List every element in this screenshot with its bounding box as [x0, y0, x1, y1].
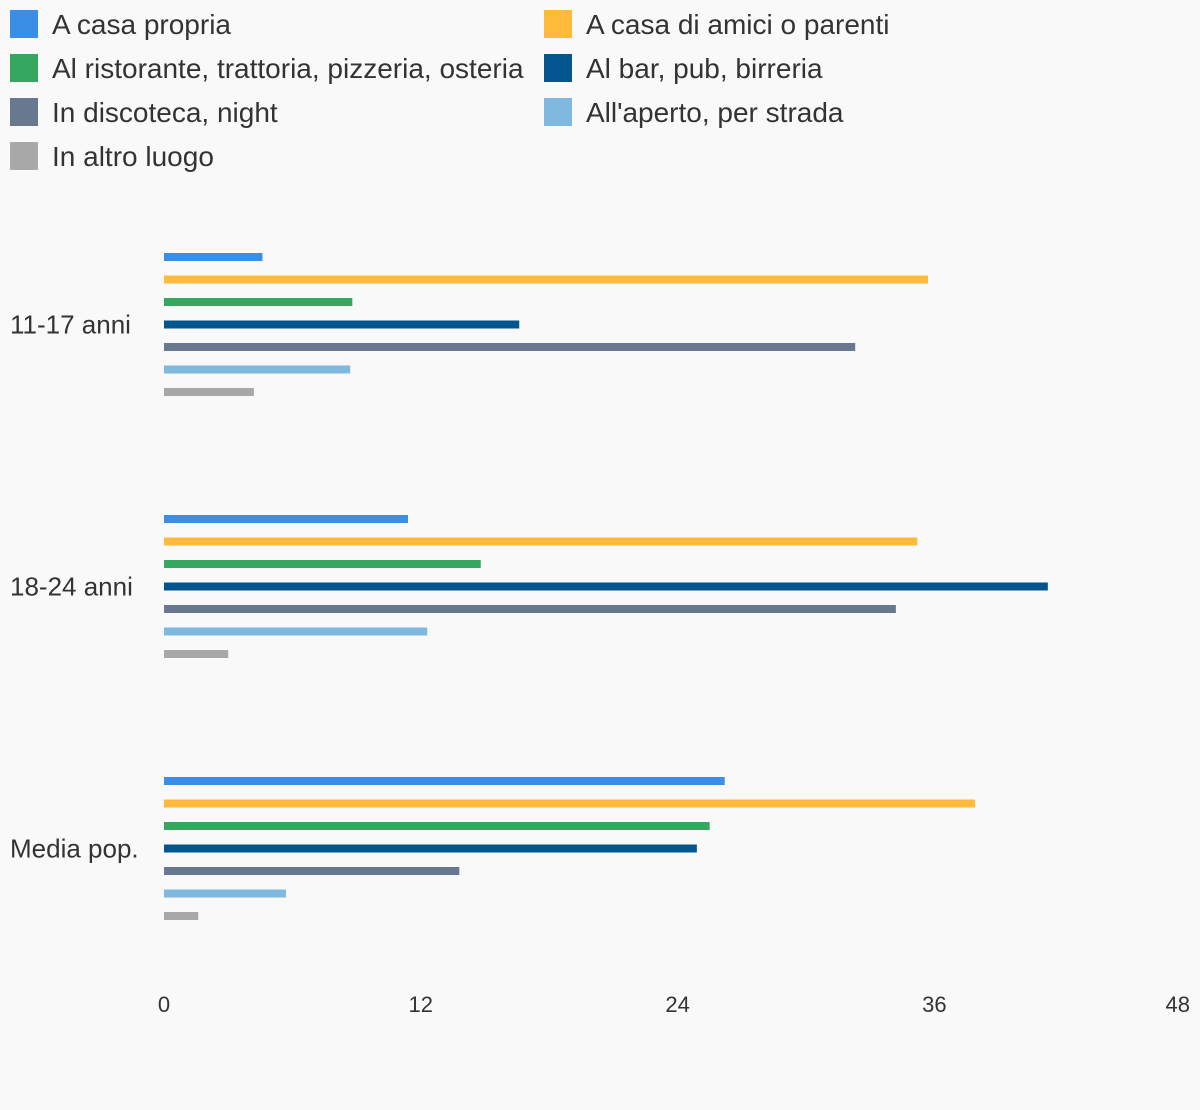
x-tick-label: 24	[665, 992, 689, 1017]
x-tick-label: 36	[922, 992, 946, 1017]
bar-chart: 11-17 anni 18-24 anni Media pop. 0 12 24 36 48	[10, 253, 1190, 1017]
x-tick-label: 0	[158, 992, 170, 1017]
bar[interactable]	[164, 343, 856, 351]
bar[interactable]	[164, 320, 520, 329]
x-tick-label: 48	[1166, 992, 1190, 1017]
bar[interactable]	[164, 365, 351, 374]
legend-swatch	[544, 10, 572, 38]
category-label: Media pop.	[10, 834, 139, 864]
legend-swatch	[10, 54, 38, 82]
bar[interactable]	[164, 822, 710, 830]
bar[interactable]	[164, 582, 1048, 591]
bar[interactable]	[164, 627, 428, 636]
legend-label: In discoteca, night	[52, 97, 278, 128]
x-tick-label: 12	[409, 992, 433, 1017]
legend-swatch	[10, 142, 38, 170]
legend-swatch	[10, 10, 38, 38]
bar[interactable]	[164, 298, 353, 306]
legend-label: Al bar, pub, birreria	[586, 53, 823, 84]
bar[interactable]	[164, 844, 697, 853]
category-label: 11-17 anni	[10, 310, 131, 340]
bar[interactable]	[164, 537, 918, 546]
legend-swatch	[544, 54, 572, 82]
bar[interactable]	[164, 867, 460, 875]
legend-swatch	[544, 98, 572, 126]
legend-swatch	[10, 98, 38, 126]
bar[interactable]	[164, 560, 481, 568]
bar[interactable]	[164, 275, 928, 284]
bar[interactable]	[164, 253, 263, 261]
legend-label: In altro luogo	[52, 141, 214, 172]
bar[interactable]	[164, 799, 976, 808]
legend-label: A casa di amici o parenti	[586, 9, 890, 40]
bar[interactable]	[164, 650, 229, 658]
legend: A casa propria A casa di amici o parenti A…	[0, 0, 1200, 190]
bar[interactable]	[164, 605, 896, 613]
bar[interactable]	[164, 515, 408, 523]
bar[interactable]	[164, 388, 254, 396]
legend-label: Al ristorante, trattoria, pizzeria, oste…	[52, 53, 524, 84]
bar[interactable]	[164, 777, 725, 785]
bar[interactable]	[164, 889, 286, 898]
legend-label: A casa propria	[52, 9, 231, 40]
bar[interactable]	[164, 912, 199, 920]
category-label: 18-24 anni	[10, 572, 133, 602]
legend-label: All'aperto, per strada	[586, 97, 844, 128]
